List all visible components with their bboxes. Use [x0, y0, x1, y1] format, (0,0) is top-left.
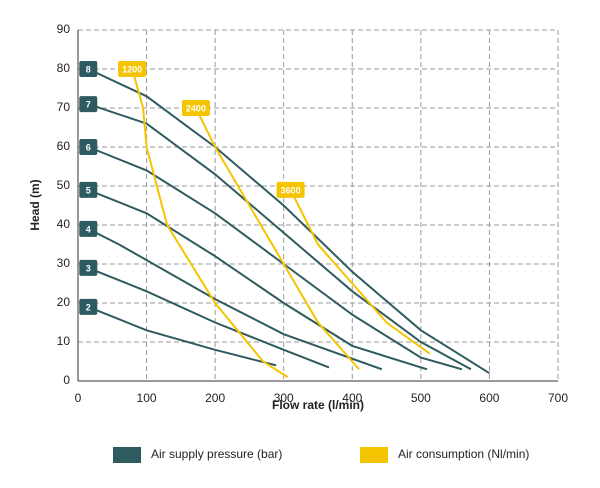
x-tick-label: 200 [205, 391, 225, 405]
y-tick-label: 90 [57, 22, 71, 36]
series-tag-label: 6 [86, 142, 91, 152]
series-tag-label: 4 [86, 224, 91, 234]
y-tick-label: 70 [57, 100, 71, 114]
x-tick-label: 400 [342, 391, 362, 405]
legend-label: Air consumption (Nl/min) [398, 447, 529, 461]
series-tag-label: 2400 [186, 103, 206, 113]
legend-swatch [360, 447, 388, 463]
series-tag-label: 5 [86, 185, 91, 195]
series-tag [79, 259, 98, 276]
series-tag [118, 61, 147, 77]
x-tick-label: 0 [75, 391, 82, 405]
series-tag [79, 139, 98, 155]
series-line [87, 103, 472, 371]
y-tick-label: 50 [57, 178, 71, 192]
series-line [87, 305, 277, 367]
series-line [87, 266, 330, 369]
x-tick-label: 700 [548, 391, 568, 405]
series-tag [79, 220, 98, 237]
series-tag-label: 3600 [281, 185, 301, 195]
y-axis-title: Head (m) [28, 179, 42, 230]
series-tag-label: 8 [86, 64, 91, 74]
legend-swatch [113, 447, 141, 463]
series-tag [79, 61, 98, 77]
series-tag-label: 2 [86, 302, 91, 312]
x-axis-title: Flow rate (l/min) [272, 398, 364, 412]
series-tag [181, 100, 210, 116]
series-tag-label: 1200 [122, 64, 142, 74]
y-tick-label: 60 [57, 139, 71, 153]
series-line [87, 68, 490, 375]
x-tick-label: 600 [479, 391, 499, 405]
series-line [87, 188, 428, 371]
legend-label: Air supply pressure (bar) [151, 447, 282, 461]
series-tag-label: 7 [86, 99, 91, 109]
y-tick-label: 20 [57, 295, 71, 309]
series-tag-label: 3 [86, 263, 91, 273]
y-tick-label: 0 [63, 373, 70, 387]
x-tick-label: 500 [411, 391, 431, 405]
y-tick-label: 30 [57, 256, 71, 270]
y-tick-label: 80 [57, 61, 71, 75]
series-line [289, 189, 431, 355]
series-tag [79, 96, 98, 113]
x-tick-label: 300 [274, 391, 294, 405]
x-tick-label: 100 [137, 391, 157, 405]
series-line [131, 68, 289, 378]
series-tag [79, 181, 98, 198]
series-tag [276, 181, 305, 198]
y-tick-label: 10 [57, 334, 71, 348]
series-line [87, 228, 383, 371]
series-line [195, 107, 360, 370]
y-tick-label: 40 [57, 217, 71, 231]
series-tag [79, 298, 98, 315]
